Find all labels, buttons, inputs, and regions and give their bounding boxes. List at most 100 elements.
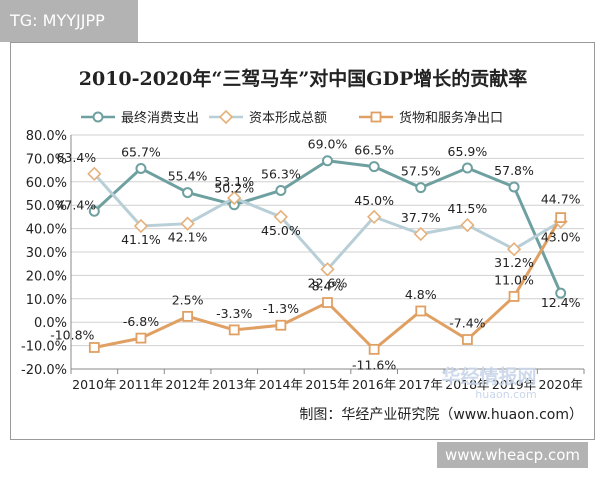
data-label: -10.8% xyxy=(50,327,94,342)
data-label: 50.2% xyxy=(214,181,254,196)
data-point xyxy=(275,184,287,196)
legend-label-1: 资本形成总额 xyxy=(249,111,327,126)
x-tick-label: 2019年 xyxy=(492,377,536,392)
data-point xyxy=(368,161,380,173)
y-tick-label: 50.0% xyxy=(26,199,67,214)
legend-marker-1 xyxy=(218,109,234,125)
legend-marker-0 xyxy=(92,111,104,123)
x-tick-label: 2012年 xyxy=(165,377,209,392)
data-point xyxy=(182,187,194,199)
data-point xyxy=(506,242,522,257)
y-tick-label: -10.0% xyxy=(21,340,67,355)
data-label: 12.4% xyxy=(541,295,581,310)
chart-title: 2010-2020年“三驾马车”对中国GDP增长的贡献率 xyxy=(79,67,528,90)
x-tick-label: 2013年 xyxy=(212,377,256,392)
data-label: -11.6% xyxy=(352,357,396,372)
data-label: 44.7% xyxy=(541,192,581,207)
data-point xyxy=(555,287,567,299)
data-label: 37.7% xyxy=(401,210,441,225)
data-label: 56.3% xyxy=(261,166,301,181)
data-point xyxy=(88,205,100,217)
data-point xyxy=(460,217,475,233)
data-label: 45.0% xyxy=(261,223,301,238)
data-label: 65.7% xyxy=(121,144,161,159)
series-line-1 xyxy=(93,172,562,271)
data-point xyxy=(413,226,428,242)
data-label: 42.1% xyxy=(168,230,208,245)
data-label: 41.1% xyxy=(121,232,161,247)
data-point xyxy=(555,212,567,224)
data-point xyxy=(415,305,427,317)
data-point xyxy=(320,262,335,277)
data-label: 22.6% xyxy=(308,275,348,290)
legend-label-0: 最终消费支出 xyxy=(121,110,199,126)
logo-text: 华经情报网 xyxy=(441,365,536,388)
data-label: -7.4% xyxy=(449,316,485,331)
data-label: 47.4% xyxy=(56,197,96,212)
data-point xyxy=(322,155,333,167)
data-label: 66.5% xyxy=(354,143,394,158)
data-label: -3.3% xyxy=(216,306,252,321)
data-point xyxy=(462,334,473,345)
site-watermark: www.wheacp.com xyxy=(437,442,588,468)
data-point xyxy=(461,162,473,174)
data-label: -6.8% xyxy=(123,314,159,329)
data-point xyxy=(180,216,195,231)
data-label: 2.5% xyxy=(172,292,204,307)
y-tick-label: 40.0% xyxy=(26,223,67,238)
data-label: 55.4% xyxy=(168,169,208,184)
data-point xyxy=(133,218,149,234)
data-label: 63.4% xyxy=(56,150,96,165)
data-point xyxy=(368,343,380,355)
logo-url-text: huaon.com xyxy=(475,388,536,401)
data-point xyxy=(508,181,520,193)
x-tick-label: 2020年 xyxy=(539,377,583,392)
data-point xyxy=(135,332,147,344)
x-tick-label: 2018年 xyxy=(445,377,489,392)
data-point xyxy=(275,319,287,331)
source-note: 制图：华经产业研究院（www.huaon.com） xyxy=(299,407,583,423)
data-label: 57.5% xyxy=(401,164,441,179)
data-label: 69.0% xyxy=(308,137,348,152)
x-tick-label: 2016年 xyxy=(352,377,396,392)
data-label: 57.8% xyxy=(494,163,534,178)
x-tick-label: 2017年 xyxy=(399,377,443,392)
data-point xyxy=(228,324,240,336)
data-label: 41.5% xyxy=(448,201,488,216)
data-point xyxy=(227,190,242,206)
data-point xyxy=(182,310,193,322)
y-tick-label: 70.0% xyxy=(26,152,67,167)
chart-frame: 2010-2020年“三驾马车”对中国GDP增长的贡献率最终消费支出 资本形成总额… xyxy=(10,42,595,440)
data-point xyxy=(88,342,100,353)
x-tick-label: 2010年 xyxy=(72,377,116,392)
y-tick-label: 60.0% xyxy=(26,176,67,191)
y-tick-label: 10.0% xyxy=(26,293,67,308)
x-tick-label: 2011年 xyxy=(119,377,163,392)
data-label: -1.3% xyxy=(263,301,299,316)
y-tick-label: -20.0% xyxy=(21,363,67,378)
data-label: 43.0% xyxy=(541,230,581,245)
x-tick-label: 2014年 xyxy=(259,377,303,392)
data-label: 53.1% xyxy=(214,174,254,189)
data-point xyxy=(415,182,427,194)
legend-label-2: 货物和服务净出口 xyxy=(399,110,503,126)
x-tick-label: 2015年 xyxy=(305,377,349,392)
data-point xyxy=(508,291,520,302)
data-point xyxy=(273,209,288,225)
data-point xyxy=(322,297,333,308)
data-label: 45.0% xyxy=(354,193,394,208)
data-label: 31.2% xyxy=(494,255,534,270)
data-point xyxy=(367,209,382,225)
data-label: 4.8% xyxy=(405,287,437,302)
legend-marker-2 xyxy=(370,111,382,123)
data-label: 8.4% xyxy=(312,279,344,294)
y-tick-label: 80.0% xyxy=(26,129,67,144)
data-point xyxy=(135,162,147,174)
y-tick-label: 0.0% xyxy=(34,316,67,331)
data-point xyxy=(87,166,102,181)
y-tick-label: 30.0% xyxy=(26,246,67,261)
tg-tag: TG: MYYJJPP xyxy=(0,0,138,42)
y-tick-label: 20.0% xyxy=(26,269,67,284)
data-label: 65.9% xyxy=(448,144,488,159)
